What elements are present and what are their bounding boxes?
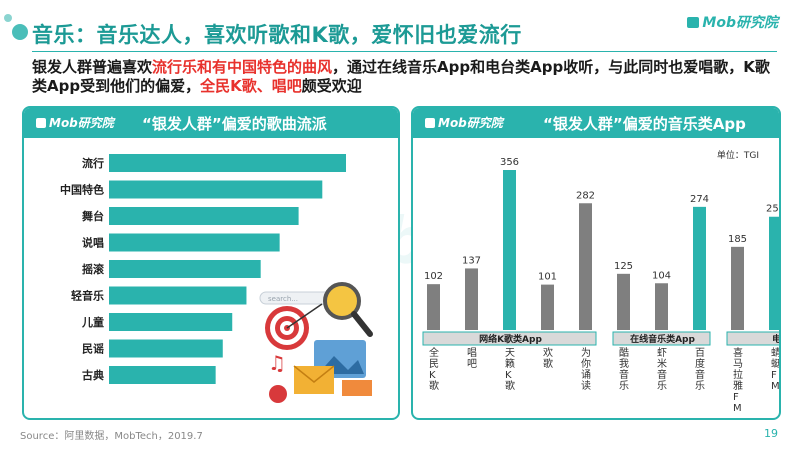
app-bar (465, 268, 478, 330)
app-name-label: 全民 K 歌 (429, 346, 439, 392)
app-name-label: 欢歌 (543, 346, 553, 370)
page-title: 音乐：音乐达人，喜欢听歌和K歌，爱怀旧也爱流行 (32, 23, 522, 47)
app-bar (693, 206, 706, 330)
brand-name: Mob研究院 (702, 15, 778, 31)
app-chart-header: Mob研究院 “银发人群”偏爱的音乐类App (413, 108, 779, 138)
music-note-icon: ♫ (268, 351, 286, 375)
summary-part-2: ，通过在线音乐App和电台类App收听，与此同时也爱唱歌，K歌类App受到他们的… (32, 58, 770, 95)
genre-bar (109, 286, 247, 305)
app-name-label: 蜻蜓 F M (771, 346, 781, 392)
app-name-label: 百度音乐 (695, 347, 705, 392)
app-group-label: 网络K歌类App (479, 333, 542, 345)
folder-icon (342, 380, 372, 396)
genre-chart-panel: Mob研究院 “银发人群”偏爱的歌曲流派 流行中国特色舞台说唱摇滚轻音乐儿童民谣… (22, 106, 400, 420)
app-bar (427, 284, 440, 330)
app-value-label: 125 (614, 261, 633, 272)
app-value-label: 137 (462, 255, 481, 266)
genre-bar (109, 233, 280, 252)
source-note: Source：阿里数据，MobTech，2019.7 (20, 431, 203, 442)
app-value-label: 274 (690, 194, 709, 205)
app-bar (655, 283, 668, 330)
app-value-label: 104 (652, 270, 671, 281)
summary-part-3: 颇受欢迎 (301, 77, 362, 95)
genre-chart-title: “银发人群”偏爱的歌曲流派 (142, 115, 327, 133)
panel-logo-text: Mob研究院 (438, 116, 503, 130)
app-name-label: 虾米音乐 (657, 346, 667, 392)
search-placeholder: search... (268, 295, 298, 303)
app-value-label: 101 (538, 272, 557, 283)
decor-circle-top (12, 24, 28, 40)
arrow-line (286, 303, 323, 329)
genre-bar (109, 207, 299, 225)
genre-bar (109, 313, 233, 331)
app-value-label: 356 (500, 157, 519, 168)
app-bar (731, 246, 744, 330)
genre-bar (109, 366, 216, 384)
summary-part-1: 银发人群普遍喜欢 (32, 58, 153, 76)
app-name-label: 酷我音乐 (619, 347, 629, 392)
app-bar (503, 170, 516, 330)
genre-label: 舞台 (82, 209, 104, 223)
app-bar (579, 203, 592, 330)
app-chart-panel: Mob研究院 “银发人群”偏爱的音乐类App 单位：TGI 102 全民 K 歌 137 唱… (411, 106, 781, 420)
app-value-label: 185 (728, 234, 747, 245)
panel-logo-text: Mob研究院 (49, 116, 114, 130)
genre-label: 摇滚 (82, 262, 105, 276)
page-number: 19 (764, 427, 778, 440)
app-value-label: 102 (424, 271, 443, 282)
app-group-label-box (726, 331, 779, 346)
genre-label: 民谣 (82, 342, 104, 356)
app-bar-chart: 单位：TGI 102 全民 K 歌 137 唱吧 356 天籁 K 歌 101 欢歌 282 为你诵读 网络K… (422, 149, 781, 414)
genre-label: 说唱 (82, 236, 104, 250)
panel-logo: Mob研究院 (36, 114, 114, 131)
summary-highlight-1: 流行乐和有中国特色的曲风 (152, 58, 333, 76)
logo-icon (36, 118, 46, 128)
genre-chart-header: Mob研究院 “银发人群”偏爱的歌曲流派 (24, 108, 398, 138)
genre-label: 儿童 (81, 315, 104, 329)
app-bar (769, 216, 779, 330)
genre-label: 古典 (82, 368, 104, 382)
genre-bar (109, 260, 261, 278)
app-group-label: 在线音乐类App (630, 333, 695, 345)
app-value-label: 282 (576, 190, 595, 201)
app-group-label: 电台类App (772, 333, 781, 345)
genre-label: 中国特色 (60, 183, 104, 197)
app-value-label: 252 (766, 204, 781, 215)
panel-logo: Mob研究院 (425, 114, 503, 131)
genre-label: 流行 (82, 156, 104, 170)
magnifier-handle (351, 311, 373, 337)
app-name-label: 唱吧 (467, 347, 477, 370)
app-group-label-box (422, 331, 597, 346)
app-name-label: 天籁 K 歌 (505, 348, 515, 392)
unit-label: 单位：TGI (717, 149, 759, 161)
genre-bar (109, 339, 223, 358)
app-group-label-box (612, 331, 711, 346)
app-bar (617, 273, 630, 330)
envelope-flap (293, 365, 335, 383)
summary-text: 银发人群普遍喜欢流行乐和有中国特色的曲风，通过在线音乐App和电台类App收听，… (32, 58, 772, 96)
app-name-label: 为你诵读 (581, 347, 591, 392)
app-bar (541, 284, 554, 330)
decor-circle-small (4, 14, 12, 22)
app-chart-title: “银发人群”偏爱的音乐类App (543, 115, 746, 133)
title-divider (32, 51, 777, 52)
music-illustration: search... ♫ (259, 282, 373, 403)
genre-bar (109, 154, 346, 172)
logo-icon (425, 118, 435, 128)
magnifier-icon (323, 282, 361, 320)
brand-icon (687, 17, 700, 28)
app-name-label: 喜马拉雅 F M (733, 346, 743, 414)
genre-bar (109, 180, 323, 199)
genre-label: 轻音乐 (71, 289, 104, 303)
summary-highlight-2: 全民K歌、唱吧 (200, 77, 302, 95)
brand-logo: Mob研究院 (687, 12, 778, 32)
pie-icon (269, 385, 287, 403)
